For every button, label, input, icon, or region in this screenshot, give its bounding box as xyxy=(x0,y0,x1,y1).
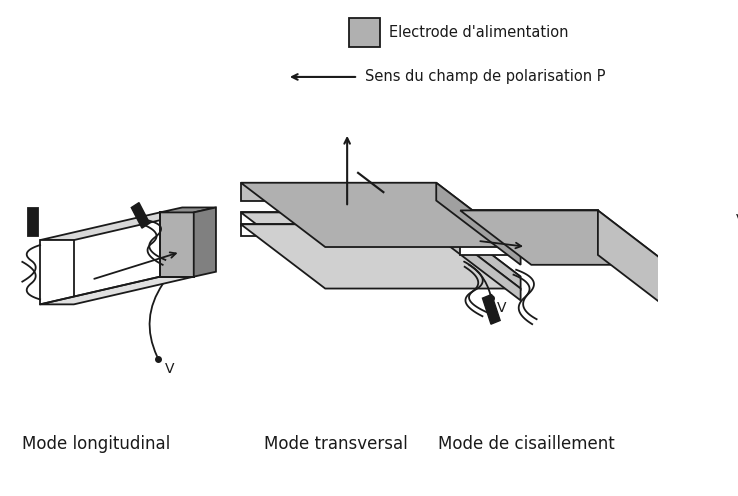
Polygon shape xyxy=(461,210,598,255)
Text: Electrode d'alimentation: Electrode d'alimentation xyxy=(389,25,569,40)
Polygon shape xyxy=(241,183,520,247)
Polygon shape xyxy=(241,212,436,226)
Text: V: V xyxy=(736,213,738,227)
Polygon shape xyxy=(160,207,216,212)
Polygon shape xyxy=(669,310,711,321)
Polygon shape xyxy=(598,210,669,310)
Polygon shape xyxy=(241,212,520,277)
Polygon shape xyxy=(669,345,696,363)
Polygon shape xyxy=(27,208,38,236)
Text: V: V xyxy=(497,301,507,314)
Text: Mode transversal: Mode transversal xyxy=(264,434,407,453)
Bar xyxy=(131,203,150,228)
Text: Mode longitudinal: Mode longitudinal xyxy=(22,434,170,453)
Polygon shape xyxy=(696,310,711,339)
Polygon shape xyxy=(669,310,696,327)
Text: V: V xyxy=(165,362,174,375)
Text: Sens du champ de polarisation P: Sens du champ de polarisation P xyxy=(365,69,606,84)
Polygon shape xyxy=(696,327,711,357)
Polygon shape xyxy=(241,224,436,236)
Polygon shape xyxy=(40,212,194,240)
Polygon shape xyxy=(40,240,74,305)
Polygon shape xyxy=(436,183,520,265)
Polygon shape xyxy=(194,207,216,277)
Polygon shape xyxy=(40,277,194,305)
Polygon shape xyxy=(349,18,380,47)
Polygon shape xyxy=(436,212,520,291)
Polygon shape xyxy=(241,224,520,289)
Polygon shape xyxy=(669,327,711,339)
Polygon shape xyxy=(696,345,711,374)
Polygon shape xyxy=(241,183,436,200)
Polygon shape xyxy=(160,212,194,277)
Polygon shape xyxy=(436,224,520,301)
Bar xyxy=(483,295,500,324)
Polygon shape xyxy=(461,210,669,265)
Polygon shape xyxy=(669,327,696,345)
Text: Mode de cisaillement: Mode de cisaillement xyxy=(438,434,615,453)
